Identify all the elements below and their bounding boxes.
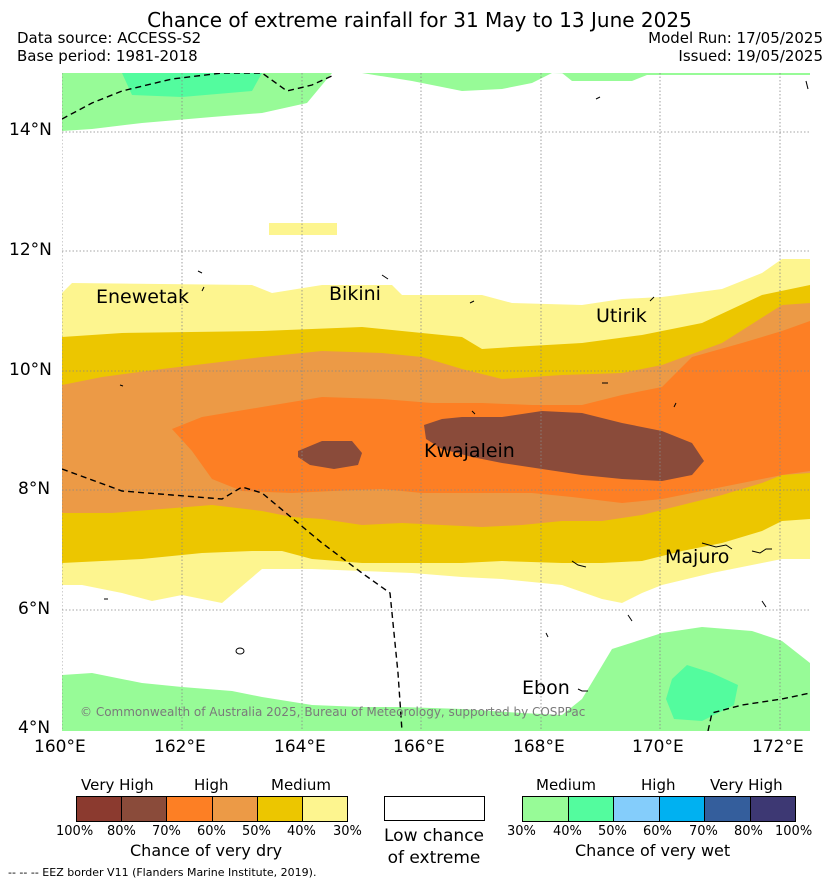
wet-pct-60: 60% — [643, 824, 672, 839]
wet-heading-high: High — [641, 776, 676, 794]
wet-heading-medium: Medium — [536, 776, 596, 794]
lat-label-6n: 6°N — [18, 599, 51, 619]
wet-swatch-30-40 — [523, 797, 569, 821]
dry-swatch-60-70 — [167, 797, 213, 821]
wet-pct-80: 80% — [734, 824, 763, 839]
map-title: Chance of extreme rainfall for 31 May to… — [147, 8, 692, 32]
data-source-text: Data source: ACCESS-S2 — [17, 29, 202, 47]
dry-pct-50: 50% — [242, 824, 271, 839]
dry-pct-70: 70% — [152, 824, 181, 839]
wet-pct-50: 50% — [598, 824, 627, 839]
wet-legend-title: Chance of very wet — [575, 841, 731, 860]
lon-label-162e: 162°E — [154, 737, 206, 757]
eez-footnote: -- -- -- EEZ border V11 (Flanders Marine… — [8, 866, 317, 879]
place-enewetak: Enewetak — [96, 286, 190, 308]
wet-pct-70: 70% — [689, 824, 718, 839]
lat-label-8n: 8°N — [18, 479, 51, 499]
dry-pct-30: 30% — [333, 824, 362, 839]
wet-zone-north-strip — [562, 73, 652, 81]
wet-color-bar — [522, 796, 796, 822]
wet-zone-south-40 — [666, 665, 738, 721]
dry-pct-60: 60% — [197, 824, 226, 839]
wet-zone-south — [62, 627, 810, 731]
wet-swatch-40-50 — [568, 797, 614, 821]
model-run-text: Model Run: 17/05/2025 — [648, 29, 823, 47]
islands — [104, 80, 809, 692]
wet-pct-30: 30% — [507, 824, 536, 839]
place-majuro: Majuro — [665, 546, 730, 568]
wet-heading-very-high: Very High — [710, 776, 783, 794]
rainfall-map — [62, 73, 810, 731]
dry-patch-12n — [269, 223, 337, 235]
lon-label-164e: 164°E — [274, 737, 326, 757]
wet-pct-40: 40% — [553, 824, 582, 839]
low-chance-line2: of extreme — [387, 848, 481, 868]
lat-label-12n: 12°N — [9, 240, 52, 260]
dry-zone-70-west — [298, 441, 362, 469]
lon-label-166e: 166°E — [393, 737, 445, 757]
dry-swatch-70-80 — [122, 797, 168, 821]
lon-label-170e: 170°E — [632, 737, 684, 757]
dry-zone-70-kwajalein — [424, 411, 704, 481]
dry-heading-medium: Medium — [271, 776, 331, 794]
dry-color-bar — [76, 796, 348, 822]
dry-pct-100: 100% — [56, 824, 94, 839]
wet-swatch-50-60 — [614, 797, 660, 821]
dry-swatch-40-50 — [257, 797, 303, 821]
place-bikini: Bikini — [329, 283, 381, 305]
dry-pct-80: 80% — [107, 824, 136, 839]
dry-swatch-50-60 — [212, 797, 258, 821]
dry-heading-high: High — [194, 776, 229, 794]
wet-swatch-80-100 — [750, 797, 795, 821]
dry-swatch-30-40 — [302, 797, 348, 821]
eez-borders — [62, 73, 810, 731]
wet-zone-north-40 — [122, 73, 262, 97]
lon-label-160e: 160°E — [34, 737, 86, 757]
place-utirik: Utirik — [596, 305, 647, 327]
wet-pct-100: 100% — [775, 824, 813, 839]
lat-label-10n: 10°N — [9, 360, 52, 380]
lat-label-4n: 4°N — [18, 718, 51, 738]
dry-legend-title: Chance of very dry — [130, 841, 283, 860]
place-kwajalein: Kwajalein — [424, 440, 515, 462]
wet-swatch-70-80 — [705, 797, 751, 821]
dry-swatch-80-100 — [77, 797, 123, 821]
graticule — [62, 73, 810, 731]
copyright-notice: © Commonwealth of Australia 2025, Bureau… — [80, 705, 586, 719]
issued-text: Issued: 19/05/2025 — [678, 47, 823, 65]
wet-swatch-60-70 — [659, 797, 705, 821]
low-chance-swatch — [384, 796, 485, 821]
lon-label-168e: 168°E — [513, 737, 565, 757]
low-chance-line1: Low chance — [384, 826, 484, 846]
lon-label-172e: 172°E — [752, 737, 804, 757]
base-period-text: Base period: 1981-2018 — [17, 47, 198, 65]
lat-label-14n: 14°N — [9, 120, 52, 140]
dry-pct-40: 40% — [287, 824, 316, 839]
place-ebon: Ebon — [522, 677, 570, 699]
dry-heading-very-high: Very High — [81, 776, 154, 794]
